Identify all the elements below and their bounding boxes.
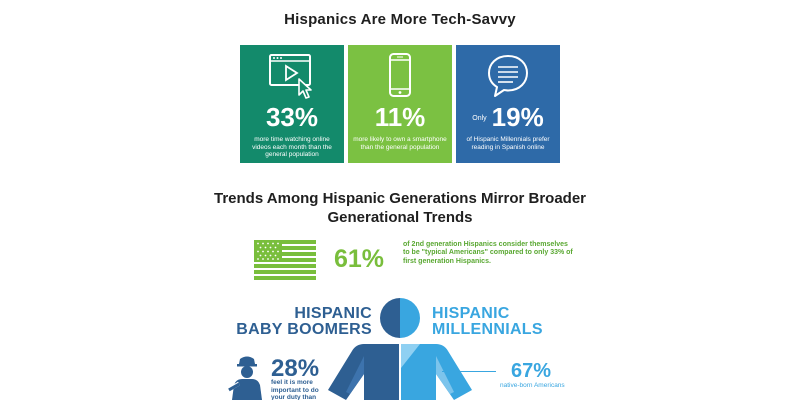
- stat-description: more likely to own a smartphone than the…: [353, 136, 447, 151]
- flag-stat-description: of 2nd generation Hispanics consider the…: [403, 241, 573, 265]
- millennials-label: HISPANIC MILLENNIALS: [432, 306, 543, 338]
- section-title-text: Trends Among Hispanic Generations Mirror…: [213, 190, 587, 226]
- millennials-stat-value: 67%: [511, 360, 552, 382]
- us-flag-icon: [254, 240, 316, 280]
- flag-stat-value: 61%: [334, 245, 385, 273]
- stat-description: more time watching online videos each mo…: [252, 136, 332, 159]
- stat-value: Only 19%: [456, 103, 560, 133]
- connector-line: [442, 371, 496, 372]
- stat-card-spanish: Only 19% of Hispanic Millennials prefer r…: [456, 45, 560, 163]
- stat-number: 19%: [491, 102, 544, 132]
- boomers-label: HISPANIC BABY BOOMERS: [236, 306, 372, 338]
- page-title: Hispanics Are More Tech-Savvy: [284, 11, 516, 28]
- stat-prefix: Only: [472, 115, 487, 123]
- section-title: Trends Among Hispanic Generations Mirror…: [0, 189, 800, 227]
- millennials-stat-description: native-born Americans: [500, 382, 565, 389]
- millennials-label-line1: HISPANIC: [432, 305, 510, 322]
- worker-icon: [225, 355, 268, 400]
- split-person-illustration: [320, 296, 480, 400]
- boomers-label-line2: BABY BOOMERS: [236, 321, 372, 338]
- boomers-label-line1: HISPANIC: [294, 305, 372, 322]
- millennials-label-line2: MILLENNIALS: [432, 321, 543, 338]
- stat-value: 33%: [265, 102, 319, 132]
- stat-description: of Hispanic Millennials prefer reading i…: [466, 136, 550, 151]
- stat-card-smartphone: 11% more likely to own a smartphone than…: [348, 45, 452, 163]
- stat-value: 11%: [374, 102, 426, 132]
- stat-card-video: 33% more time watching online videos eac…: [240, 45, 344, 163]
- smartphone-icon: [348, 51, 452, 101]
- chat-bubble-icon: [456, 51, 560, 101]
- boomers-stat-description: feel it is more important to do your dut…: [271, 379, 319, 400]
- boomers-stat-value: 28%: [271, 355, 320, 382]
- video-play-icon: [240, 51, 344, 101]
